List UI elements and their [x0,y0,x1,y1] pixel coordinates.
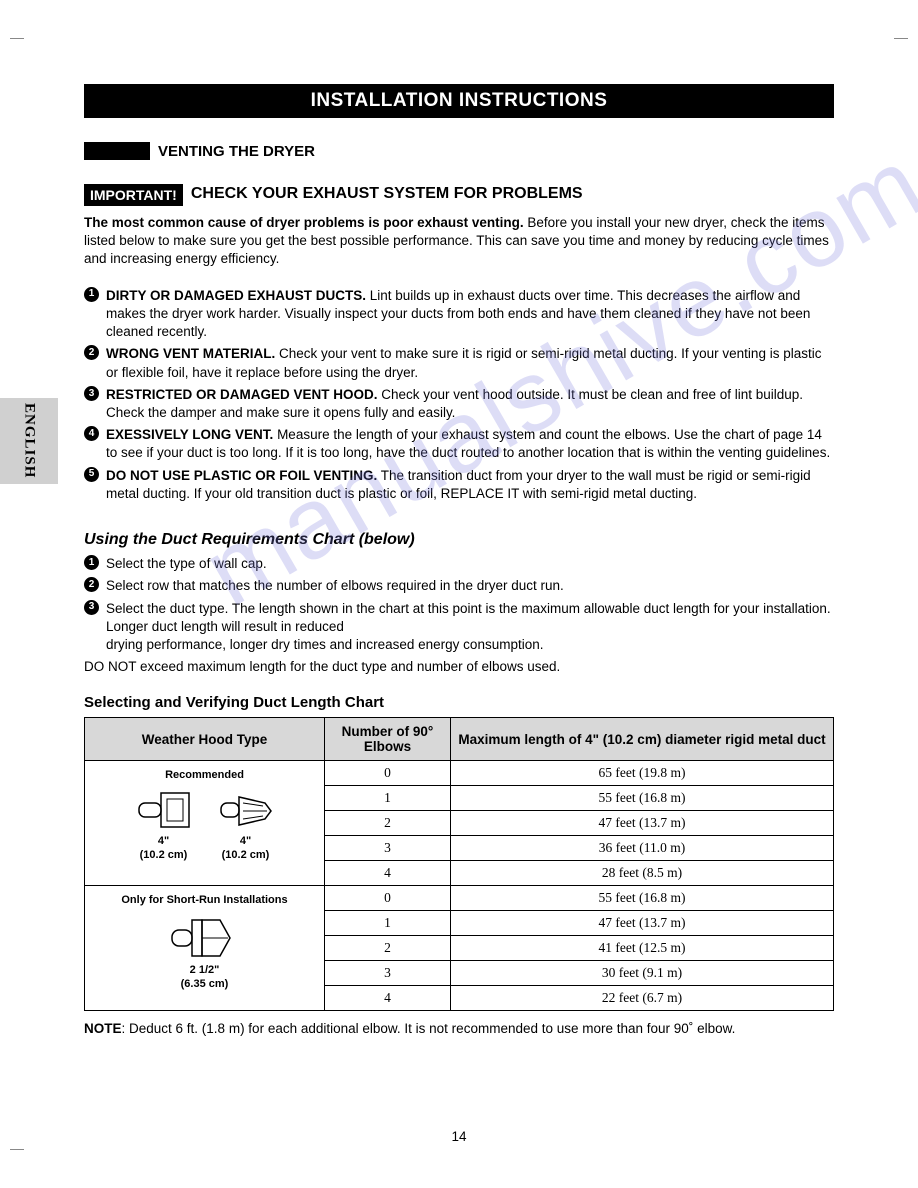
table-header: Number of 90° Elbows [325,718,451,761]
table-cell: 4 [325,861,451,886]
list-number-icon: 4 [84,426,99,441]
dim-label: 4" [219,835,273,847]
list-number-icon: 2 [84,577,99,592]
page-number: 14 [0,1129,918,1144]
table-header: Maximum length of 4" (10.2 cm) diameter … [451,718,834,761]
important-title: CHECK YOUR EXHAUST SYSTEM FOR PROBLEMS [191,184,583,205]
table-cell: 41 feet (12.5 m) [451,936,834,961]
table-header: Weather Hood Type [85,718,325,761]
list-item: 2WRONG VENT MATERIAL. Check your vent to… [84,345,834,381]
hood-label: Recommended [89,769,320,781]
table-cell: 65 feet (19.8 m) [451,761,834,786]
using-heading: Using the Duct Requirements Chart (below… [84,531,834,549]
table-cell: 3 [325,961,451,986]
dim-label-cm: (6.35 cm) [170,978,240,990]
intro-bold: The most common cause of dryer problems … [84,215,524,230]
list-item: 5DO NOT USE PLASTIC OR FOIL VENTING. The… [84,467,834,503]
dim-label: 4" [137,835,191,847]
table-cell: 0 [325,761,451,786]
section-marker-box [84,142,150,160]
table-cell: 0 [325,886,451,911]
table-cell: 30 feet (9.1 m) [451,961,834,986]
language-tab-label: ENGLISH [21,403,38,478]
list-lead: RESTRICTED OR DAMAGED VENT HOOD. [106,387,378,402]
table-cell: 55 feet (16.8 m) [451,786,834,811]
table-cell: 2 [325,811,451,836]
table-cell: 47 feet (13.7 m) [451,811,834,836]
table-cell: 55 feet (16.8 m) [451,886,834,911]
hood-illustration-c: 2 1/2" (6.35 cm) [170,916,240,990]
hood-type-cell: Only for Short-Run Installations 2 1/2" … [85,886,325,1011]
list-body: Select row that matches the number of el… [106,578,564,593]
table-cell: 3 [325,836,451,861]
list-number-icon: 3 [84,386,99,401]
note-line: NOTE: Deduct 6 ft. (1.8 m) for each addi… [84,1021,834,1036]
list-item: 3 Select the duct type. The length shown … [84,600,834,655]
table-cell: 4 [325,986,451,1011]
list-body: Select the duct type. The length shown i… [106,601,831,652]
vent-hood-box-icon [137,791,191,833]
hood-illustration-a: 4" (10.2 cm) [137,791,191,861]
list-item: 4EXESSIVELY LONG VENT. Measure the lengt… [84,426,834,462]
hood-illustration-b: 4" (10.2 cm) [219,791,273,861]
using-list: 1 Select the type of wall cap. 2 Select ro… [84,555,834,654]
list-lead: DIRTY OR DAMAGED EXHAUST DUCTS. [106,288,366,303]
language-tab: ENGLISH [0,398,58,484]
duct-length-table: Weather Hood Type Number of 90° Elbows M… [84,717,834,1011]
list-number-icon: 1 [84,287,99,302]
crop-mark [894,38,908,39]
list-number-icon: 2 [84,345,99,360]
table-cell: 1 [325,911,451,936]
vent-hood-louvered-icon [219,791,273,833]
table-cell: 1 [325,786,451,811]
hood-type-cell: Recommended 4" (10.2 cm) [85,761,325,886]
vent-hood-angled-icon [170,916,240,962]
chart-heading: Selecting and Verifying Duct Length Char… [84,694,834,711]
table-cell: 2 [325,936,451,961]
list-lead: DO NOT USE PLASTIC OR FOIL VENTING. [106,468,377,483]
list-item: 1 Select the type of wall cap. [84,555,834,573]
important-row: IMPORTANT! CHECK YOUR EXHAUST SYSTEM FOR… [84,184,834,206]
list-number-icon: 3 [84,600,99,615]
dim-label: 2 1/2" [170,964,240,976]
note-bold: NOTE [84,1021,122,1036]
do-not-line: DO NOT exceed maximum length for the duc… [84,658,834,676]
note-body: : Deduct 6 ft. (1.8 m) for each addition… [122,1021,736,1036]
section-heading-row: VENTING THE DRYER [84,142,834,160]
list-number-icon: 5 [84,467,99,482]
list-number-icon: 1 [84,555,99,570]
list-item: 1DIRTY OR DAMAGED EXHAUST DUCTS. Lint bu… [84,287,834,342]
list-lead: WRONG VENT MATERIAL. [106,346,275,361]
crop-mark [10,1149,24,1150]
hood-label: Only for Short-Run Installations [89,894,320,906]
section-heading: VENTING THE DRYER [158,143,315,160]
checks-list: 1DIRTY OR DAMAGED EXHAUST DUCTS. Lint bu… [84,287,834,503]
intro-paragraph: The most common cause of dryer problems … [84,214,834,269]
list-item: 2 Select row that matches the number of e… [84,577,834,595]
list-body: Select the type of wall cap. [106,556,267,571]
list-lead: EXESSIVELY LONG VENT. [106,427,273,442]
table-cell: 22 feet (6.7 m) [451,986,834,1011]
title-bar: INSTALLATION INSTRUCTIONS [84,84,834,118]
important-badge: IMPORTANT! [84,184,183,206]
dim-label-cm: (10.2 cm) [219,849,273,861]
list-item: 3RESTRICTED OR DAMAGED VENT HOOD. Check … [84,386,834,422]
dim-label-cm: (10.2 cm) [137,849,191,861]
table-cell: 36 feet (11.0 m) [451,836,834,861]
table-cell: 47 feet (13.7 m) [451,911,834,936]
table-cell: 28 feet (8.5 m) [451,861,834,886]
crop-mark [10,38,24,39]
